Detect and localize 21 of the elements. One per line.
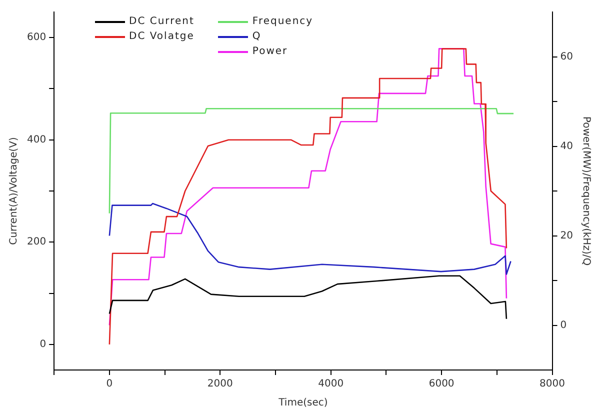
y2-tick-label: 20 <box>560 230 574 242</box>
legend-label: DC Current <box>129 16 194 27</box>
y2-axis-title: Power(MW)/Frequency(kHz)/Q <box>580 116 592 266</box>
x-tick-label: 4000 <box>318 378 344 390</box>
y-tick-label: 200 <box>26 236 46 248</box>
y-axis-title: Current(A)/Voltage(V) <box>8 137 20 245</box>
x-tick-label: 0 <box>106 378 113 390</box>
y-tick-label: 400 <box>26 134 46 146</box>
x-tick-label: 8000 <box>540 378 565 390</box>
x-tick-label: 2000 <box>207 378 233 390</box>
x-axis-title: Time(sec) <box>278 398 328 409</box>
legend-label: Power <box>252 46 288 57</box>
y-tick-label: 600 <box>26 32 46 44</box>
y-tick-label: 0 <box>40 339 46 350</box>
legend-label: DC Volatge <box>129 31 194 42</box>
y2-tick-label: 0 <box>560 320 567 331</box>
x-tick-label: 6000 <box>428 378 454 390</box>
y2-tick-label: 60 <box>560 51 574 62</box>
legend-label: Q <box>252 31 262 42</box>
legend-label: Frequency <box>252 16 314 27</box>
y2-tick-label: 40 <box>560 140 574 152</box>
